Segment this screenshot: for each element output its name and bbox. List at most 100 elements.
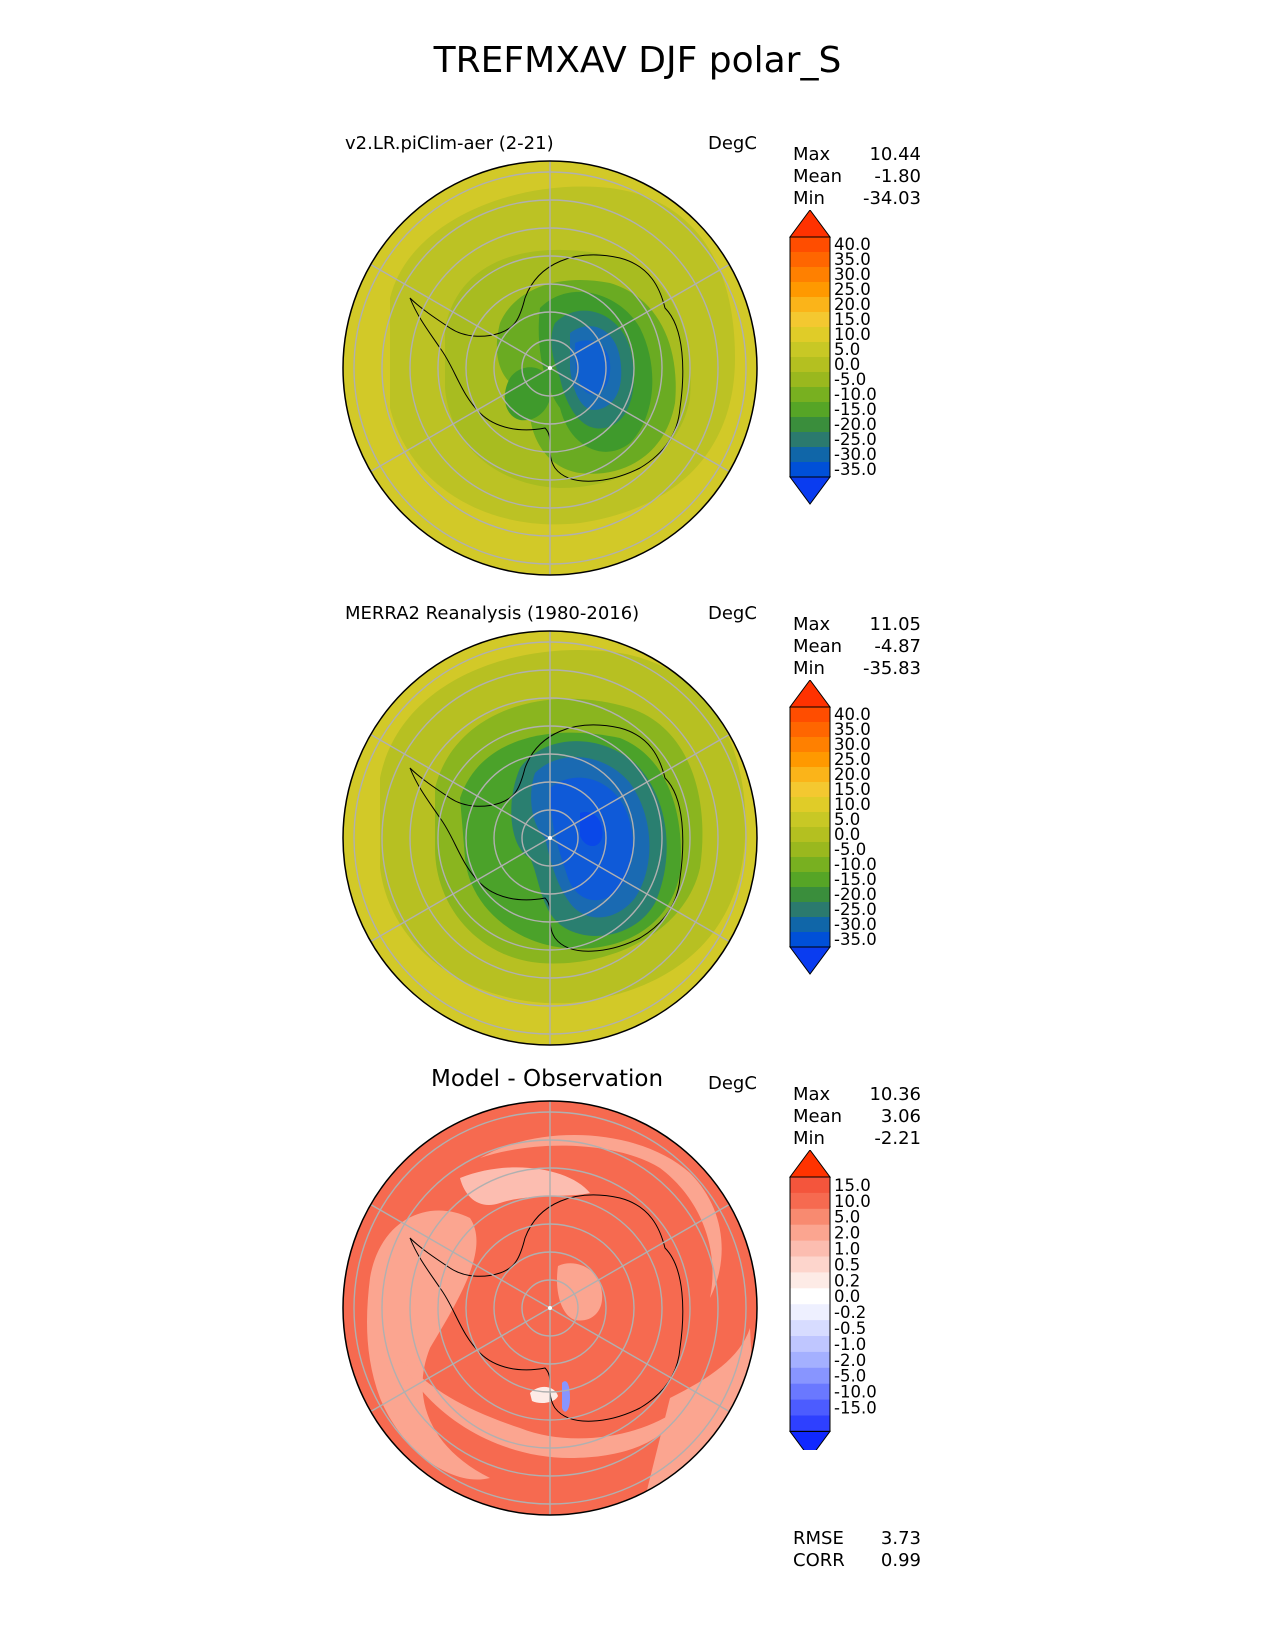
colorbar-tick-label: 30.0 — [834, 735, 871, 754]
colorbar-tick-label: 25.0 — [834, 750, 871, 769]
colorbar-segment — [790, 297, 830, 313]
error-stats: RMSE 3.73 CORR 0.99 — [793, 1528, 921, 1572]
stat-name: Mean — [793, 636, 843, 657]
colorbar-tick-label: 40.0 — [834, 235, 871, 254]
colorbar-segment — [790, 1192, 830, 1210]
panel-label: MERRA2 Reanalysis (1980-2016) — [345, 603, 640, 624]
colorbar-tick-label: 2.0 — [834, 1224, 860, 1243]
colorbar-segment — [790, 1240, 830, 1257]
colorbar-segment — [790, 1336, 830, 1353]
stat-value: -1.80 — [874, 166, 921, 187]
colorbar-segment — [790, 1399, 830, 1416]
colorbar-tick-label: 5.0 — [834, 340, 860, 359]
colorbar-tick-label: -20.0 — [834, 885, 877, 904]
colorbar-segment — [790, 797, 830, 813]
stat-name: CORR — [793, 1550, 845, 1571]
stat-name: Mean — [793, 1106, 843, 1127]
colorbar-segment — [790, 387, 830, 403]
colorbar-segment — [790, 1320, 830, 1337]
colorbar-tick-label: 15.0 — [834, 310, 871, 329]
colorbar-segment — [790, 722, 830, 738]
panel-title: Model - Observation — [431, 1066, 664, 1092]
panel-difference: Model - Observation DegC Max 10.36 Mean 3.… — [0, 1058, 1275, 1528]
colorbar-tick-label: 30.0 — [834, 265, 871, 284]
stat-value: 3.06 — [880, 1106, 921, 1127]
colorbar-segment — [790, 312, 830, 328]
colorbar-tick-label: 20.0 — [834, 765, 871, 784]
panel-model: v2.LR.piClim-aer (2-21) DegC Max 10.44 Me… — [0, 118, 1275, 588]
panel-label: v2.LR.piClim-aer (2-21) — [345, 133, 554, 154]
colorbar-tick-label: 1.0 — [834, 1240, 860, 1259]
colorbar-tick-label: -5.0 — [834, 1367, 866, 1386]
colorbar-tick-label: -5.0 — [834, 840, 866, 859]
colorbar-tick-label: -15.0 — [834, 870, 877, 889]
colorbar-tick-label: -15.0 — [834, 1399, 877, 1418]
colorbar-segment — [790, 372, 830, 388]
colorbar-segment — [790, 1415, 830, 1432]
colorbar-segment — [790, 707, 830, 723]
colorbar-segment — [790, 1304, 830, 1321]
units-label: DegC — [708, 133, 757, 154]
stat-name: Max — [793, 1084, 831, 1105]
colorbar-segment — [790, 887, 830, 903]
colorbar-segment — [790, 1351, 830, 1369]
colorbar-tick-label: 20.0 — [834, 295, 871, 314]
colorbar-extend-top — [789, 1150, 831, 1178]
units-label: DegC — [708, 603, 757, 624]
stat-value: -34.03 — [862, 188, 921, 209]
colorbar-extend-bottom — [789, 476, 831, 505]
colorbar-segment — [790, 917, 830, 933]
stat-name: Min — [793, 658, 825, 679]
colorbar-tick-label: 5.0 — [834, 810, 860, 829]
colorbar-tick-label: 15.0 — [834, 780, 871, 799]
colorbar-tick-label: 25.0 — [834, 280, 871, 299]
colorbar-segment — [790, 1208, 830, 1226]
colorbar-tick-label: -30.0 — [834, 915, 877, 934]
colorbar-frame — [789, 706, 831, 948]
stats-box: Max 10.36 Mean 3.06 Min -2.21 — [793, 1084, 921, 1150]
colorbar-tick-label: -5.0 — [834, 370, 866, 389]
colorbar-tick-label: -10.0 — [834, 1383, 877, 1402]
colorbar-segment — [790, 752, 830, 768]
colorbar-segment — [790, 767, 830, 783]
colorbar-tick-label: 15.0 — [834, 1176, 871, 1195]
colorbar-segment — [790, 342, 830, 358]
stat-value: -2.21 — [874, 1128, 921, 1149]
stat-value: 11.05 — [869, 614, 921, 635]
colorbar-segment — [790, 1288, 830, 1305]
colorbar-segment — [790, 1383, 830, 1401]
stat-value: 3.73 — [880, 1528, 921, 1549]
colorbar-tick-label: 35.0 — [834, 720, 871, 739]
stat-value: -4.87 — [874, 636, 921, 657]
colorbar: 15.010.05.02.01.00.50.20.0-0.2-0.5-1.0-2… — [789, 1150, 877, 1450]
colorbar-segment — [790, 282, 830, 298]
colorbar-tick-label: 0.0 — [834, 825, 860, 844]
colorbar-tick-label: 10.0 — [834, 1192, 871, 1211]
stat-name: Mean — [793, 166, 843, 187]
colorbar-tick-label: -25.0 — [834, 900, 877, 919]
colorbar-segment — [790, 357, 830, 373]
colorbar-tick-label: 40.0 — [834, 705, 871, 724]
colorbar-tick-label: -15.0 — [834, 400, 877, 419]
stats-box: Max 10.44 Mean -1.80 Min -34.03 — [793, 144, 921, 210]
colorbar-segment — [790, 932, 830, 948]
colorbar-tick-label: -0.5 — [834, 1319, 866, 1338]
colorbar-extend-top — [789, 680, 831, 708]
stats-box: Max 11.05 Mean -4.87 Min -35.83 — [793, 614, 921, 680]
units-label: DegC — [708, 1073, 757, 1094]
colorbar-extend-bottom — [789, 946, 831, 975]
stat-name: Max — [793, 614, 831, 635]
colorbar-tick-label: -30.0 — [834, 445, 877, 464]
colorbar: 40.035.030.025.020.015.010.05.00.0-5.0-1… — [789, 210, 877, 505]
colorbar-segment — [790, 417, 830, 433]
stat-value: 10.36 — [869, 1084, 921, 1105]
colorbar-segment — [790, 432, 830, 448]
colorbar-frame — [789, 236, 831, 478]
colorbar-frame — [789, 1176, 831, 1432]
colorbar-tick-label: 10.0 — [834, 325, 871, 344]
colorbar: 40.035.030.025.020.015.010.05.00.0-5.0-1… — [789, 680, 877, 975]
stat-name: RMSE — [793, 1528, 844, 1549]
stat-value: 10.44 — [869, 144, 921, 165]
panel-observation: MERRA2 Reanalysis (1980-2016) DegC Max 11… — [0, 588, 1275, 1058]
colorbar-segment — [790, 252, 830, 268]
